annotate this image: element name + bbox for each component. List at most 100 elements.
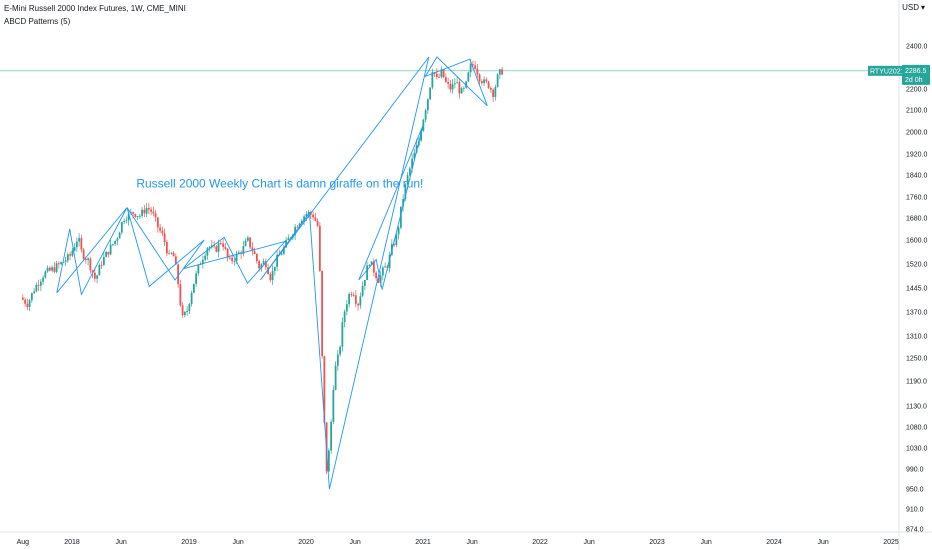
candle-body	[80, 238, 83, 250]
candle-body	[456, 82, 459, 84]
candle-body	[312, 214, 315, 218]
candle-body	[179, 284, 182, 306]
abcd-pattern	[126, 207, 205, 288]
candle-body	[316, 220, 319, 226]
candle-body	[483, 79, 486, 84]
candle-body	[154, 213, 157, 218]
time-tick-label: Aug	[17, 539, 30, 546]
candle-body	[271, 270, 274, 281]
current-price-label: 2286.5	[905, 68, 927, 75]
candle-body	[478, 74, 481, 82]
abcd-pattern	[182, 236, 287, 284]
time-tick-label: Jun	[232, 539, 243, 546]
candle-body	[440, 69, 443, 78]
candle-body	[307, 211, 310, 214]
candle-body	[136, 216, 139, 218]
price-tick-label: 1680.0	[906, 216, 928, 223]
candle-body	[147, 207, 150, 210]
candle-body	[39, 281, 42, 286]
candle-body	[100, 264, 103, 266]
candle-body	[368, 265, 371, 267]
candle-body	[89, 258, 92, 271]
price-tick-label: 1840.0	[906, 173, 928, 180]
candle-body	[105, 251, 108, 258]
candle-body	[233, 260, 236, 262]
candle-body	[300, 220, 303, 224]
candle-body	[244, 240, 247, 246]
candle-body	[264, 261, 267, 268]
candle-body	[408, 168, 411, 176]
candle-body	[287, 238, 290, 241]
candle-body	[42, 277, 45, 282]
candle-body	[444, 77, 447, 82]
candle-body	[404, 184, 407, 199]
candle-body	[138, 215, 141, 217]
candle-body	[91, 270, 94, 273]
candle-body	[285, 240, 288, 248]
time-tick-label: 2025	[883, 539, 899, 546]
time-tick-label: 2024	[766, 539, 782, 546]
price-tick-label: 990.0	[906, 467, 924, 474]
candle-body	[471, 64, 474, 66]
candle-body	[96, 275, 99, 279]
candle-body	[314, 217, 317, 221]
countdown-label: 2d 0h	[905, 77, 923, 84]
candle-body	[69, 254, 72, 256]
candle-body	[359, 296, 362, 306]
candle-body	[114, 240, 117, 245]
candle-body	[280, 253, 283, 255]
candle-body	[352, 295, 355, 296]
candle-body	[469, 64, 472, 73]
abcd-pattern	[56, 207, 128, 296]
candle-body	[145, 207, 148, 214]
price-tick-label: 1250.0	[906, 356, 928, 363]
candle-body	[156, 217, 159, 228]
time-tick-label: 2019	[181, 539, 197, 546]
candle-body	[447, 81, 450, 84]
candle-body	[424, 110, 427, 120]
candle-body	[357, 303, 360, 306]
candle-body	[318, 225, 321, 271]
candle-body	[494, 86, 497, 97]
candle-body	[213, 245, 216, 247]
candle-body	[422, 119, 425, 131]
candle-body	[242, 245, 245, 254]
candle-body	[235, 253, 238, 261]
candle-body	[66, 254, 69, 261]
candle-body	[366, 265, 369, 281]
price-tick-label: 2400.0	[906, 44, 928, 51]
candle-body	[84, 258, 87, 261]
candle-body	[37, 284, 40, 286]
candle-body	[195, 273, 198, 284]
candle-body	[361, 285, 364, 297]
candle-body	[449, 83, 452, 90]
chart-annotation: Russell 2000 Weekly Chart is damn giraff…	[136, 176, 423, 190]
price-tick-label: 910.0	[906, 507, 924, 514]
candle-body	[379, 275, 382, 283]
currency-selector[interactable]: USD ▾	[899, 3, 926, 12]
candle-body	[107, 251, 110, 255]
candle-body	[420, 130, 423, 141]
candle-body	[161, 230, 164, 234]
candle-body	[415, 145, 418, 153]
candle-body	[109, 244, 112, 255]
candle-body	[21, 297, 24, 300]
candle-body	[303, 216, 306, 221]
candle-body	[321, 270, 324, 357]
candle-body	[341, 322, 344, 347]
symbol-label: RTYU2021	[870, 68, 905, 75]
candle-body	[462, 87, 465, 89]
candle-body	[78, 238, 81, 242]
candle-body	[51, 267, 54, 271]
candle-body	[485, 79, 488, 82]
candle-body	[150, 209, 153, 212]
candle-body	[123, 220, 126, 223]
candle-body	[217, 242, 220, 252]
price-tick-label: 1030.0	[906, 446, 928, 453]
time-tick-label: 2023	[649, 539, 665, 546]
candle-body	[75, 241, 78, 248]
candle-body	[406, 175, 409, 185]
candle-body	[332, 389, 335, 422]
